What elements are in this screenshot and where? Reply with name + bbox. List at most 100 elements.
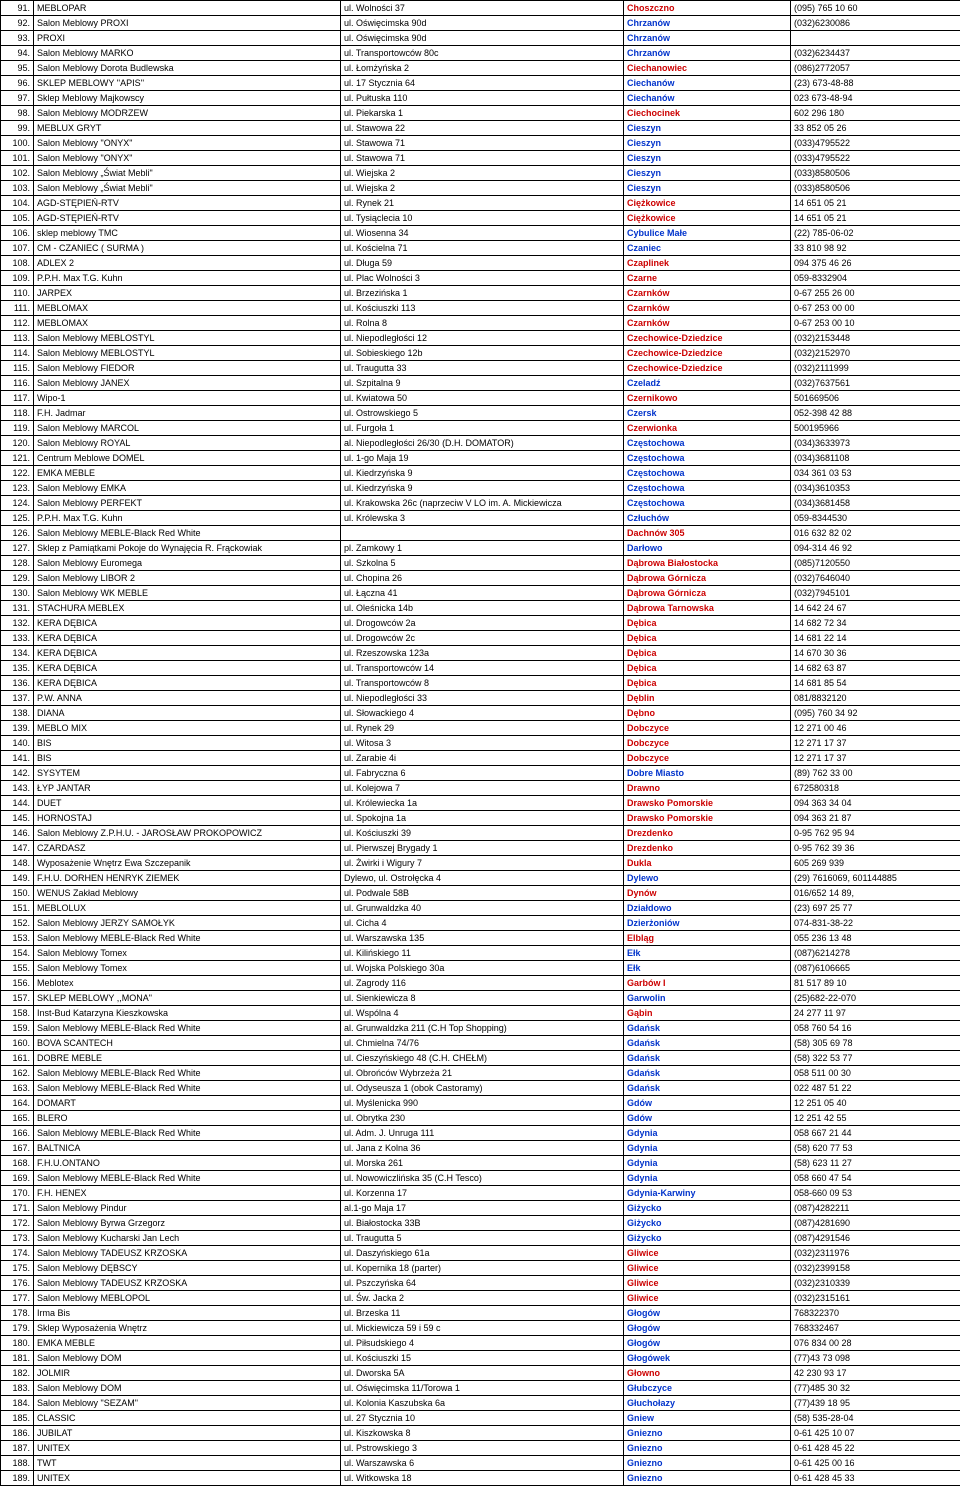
store-phone: (032)2399158 <box>791 1261 960 1276</box>
store-name: CZARDASZ <box>34 841 341 856</box>
row-number: 138. <box>1 706 34 721</box>
store-name: Sklep z Pamiątkami Pokoje do Wynajęcia R… <box>34 541 341 556</box>
store-name: CLASSIC <box>34 1411 341 1426</box>
row-number: 136. <box>1 676 34 691</box>
store-phone: 058 667 21 44 <box>791 1126 960 1141</box>
store-city: Czarne <box>624 271 791 286</box>
store-city: Czaniec <box>624 241 791 256</box>
table-row: 130.Salon Meblowy WK MEBLEul. Łączna 41D… <box>1 586 960 601</box>
store-phone: 33 810 98 92 <box>791 241 960 256</box>
table-row: 144.DUETul. Królewiecka 1aDrawsko Pomors… <box>1 796 960 811</box>
store-phone: 074-831-38-22 <box>791 916 960 931</box>
store-city: Dąbrowa Tarnowska <box>624 601 791 616</box>
table-row: 127.Sklep z Pamiątkami Pokoje do Wynajęc… <box>1 541 960 556</box>
store-name: SYSYTEM <box>34 766 341 781</box>
store-city: Gdańsk <box>624 1051 791 1066</box>
store-city: Częstochowa <box>624 436 791 451</box>
store-address: ul. Tysiąclecia 10 <box>341 211 624 226</box>
row-number: 123. <box>1 481 34 496</box>
store-city: Dębica <box>624 676 791 691</box>
store-city: Giżycko <box>624 1231 791 1246</box>
store-name: Sklep Meblowy Majkowscy <box>34 91 341 106</box>
store-address: ul. Piłsudskiego 4 <box>341 1336 624 1351</box>
store-city: Ciężkowice <box>624 211 791 226</box>
store-city: Ciężkowice <box>624 196 791 211</box>
table-row: 100.Salon Meblowy "ONYX"ul. Stawowa 71Ci… <box>1 136 960 151</box>
table-row: 92.Salon Meblowy PROXIul. Oświęcimska 90… <box>1 16 960 31</box>
table-row: 93.PROXIul. Oświęcimska 90dChrzanów <box>1 31 960 46</box>
row-number: 148. <box>1 856 34 871</box>
table-row: 184.Salon Meblowy "SEZAM"ul. Kolonia Kas… <box>1 1396 960 1411</box>
store-phone: 058-660 09 53 <box>791 1186 960 1201</box>
store-city: Gdańsk <box>624 1036 791 1051</box>
store-address: ul. Wiosenna 34 <box>341 226 624 241</box>
store-phone: 14 651 05 21 <box>791 196 960 211</box>
store-address: ul. Zarabie 4i <box>341 751 624 766</box>
store-name: Salon Meblowy "ONYX" <box>34 136 341 151</box>
row-number: 134. <box>1 646 34 661</box>
store-city: Dębica <box>624 646 791 661</box>
table-row: 124.Salon Meblowy PERFEKTul. Krakowska 2… <box>1 496 960 511</box>
store-name: Salon Meblowy "SEZAM" <box>34 1396 341 1411</box>
row-number: 105. <box>1 211 34 226</box>
table-row: 169.Salon Meblowy MEBLE-Black Red Whiteu… <box>1 1171 960 1186</box>
store-address: ul. Brzeska 11 <box>341 1306 624 1321</box>
store-address: pl. Zamkowy 1 <box>341 541 624 556</box>
row-number: 151. <box>1 901 34 916</box>
table-row: 126.Salon Meblowy MEBLE-Black Red WhiteD… <box>1 526 960 541</box>
store-phone: (087)4281690 <box>791 1216 960 1231</box>
store-address: ul. Ostrowskiego 5 <box>341 406 624 421</box>
store-city: Gdańsk <box>624 1066 791 1081</box>
store-phone: (032)2310339 <box>791 1276 960 1291</box>
store-name: Salon Meblowy Tomex <box>34 946 341 961</box>
store-city: Gdów <box>624 1111 791 1126</box>
store-address: ul. Kościuszki 39 <box>341 826 624 841</box>
store-address: ul. Sobieskiego 12b <box>341 346 624 361</box>
store-name: JARPEX <box>34 286 341 301</box>
store-phone: (034)3681108 <box>791 451 960 466</box>
store-address: ul. Odyseusza 1 (obok Castoramy) <box>341 1081 624 1096</box>
store-address: ul. Stawowa 71 <box>341 136 624 151</box>
row-number: 131. <box>1 601 34 616</box>
table-row: 131.STACHURA MEBLEXul. Oleśnicka 14bDąbr… <box>1 601 960 616</box>
store-city: Gliwice <box>624 1261 791 1276</box>
store-name: Inst-Bud Katarzyna Kieszkowska <box>34 1006 341 1021</box>
table-row: 101.Salon Meblowy "ONYX"ul. Stawowa 71Ci… <box>1 151 960 166</box>
store-name: Salon Meblowy PROXI <box>34 16 341 31</box>
store-address: ul. Białostocka 33B <box>341 1216 624 1231</box>
row-number: 132. <box>1 616 34 631</box>
table-row: 148.Wyposażenie Wnętrz Ewa Szczepanikul.… <box>1 856 960 871</box>
table-row: 174.Salon Meblowy TADEUSZ KRZOSKAul. Das… <box>1 1246 960 1261</box>
store-name: MEBLO MIX <box>34 721 341 736</box>
store-name: EMKA MEBLE <box>34 466 341 481</box>
row-number: 155. <box>1 961 34 976</box>
store-name: SKLEP MEBLOWY ,,MONA" <box>34 991 341 1006</box>
store-city: Ciechanów <box>624 76 791 91</box>
row-number: 111. <box>1 301 34 316</box>
table-row: 122.EMKA MEBLEul. Kiedrzyńska 9Częstocho… <box>1 466 960 481</box>
store-address: ul. Szpitalna 9 <box>341 376 624 391</box>
table-row: 111.MEBLOMAXul. Kościuszki 113Czarnków0-… <box>1 301 960 316</box>
store-name: Salon Meblowy MEBLOPOL <box>34 1291 341 1306</box>
store-city: Dąbrowa Górnicza <box>624 586 791 601</box>
table-row: 106.sklep meblowy TMCul. Wiosenna 34Cybu… <box>1 226 960 241</box>
table-row: 188.TWTul. Warszawska 6Gniezno0-61 425 0… <box>1 1456 960 1471</box>
store-city: Czerwionka <box>624 421 791 436</box>
row-number: 101. <box>1 151 34 166</box>
row-number: 188. <box>1 1456 34 1471</box>
store-city: Giżycko <box>624 1201 791 1216</box>
row-number: 107. <box>1 241 34 256</box>
table-row: 168.F.H.U.ONTANOul. Morska 261Gdynia(58)… <box>1 1156 960 1171</box>
row-number: 109. <box>1 271 34 286</box>
store-address: ul. Traugutta 5 <box>341 1231 624 1246</box>
row-number: 124. <box>1 496 34 511</box>
store-name: EMKA MEBLE <box>34 1336 341 1351</box>
table-row: 117.Wipo-1ul. Kwiatowa 50Czernikowo50166… <box>1 391 960 406</box>
table-row: 142.SYSYTEMul. Fabryczna 6Dobre Miasto(8… <box>1 766 960 781</box>
store-phone: 0-61 428 45 22 <box>791 1441 960 1456</box>
table-row: 147.CZARDASZul. Pierwszej Brygady 1Drezd… <box>1 841 960 856</box>
row-number: 113. <box>1 331 34 346</box>
store-phone: (032)7637561 <box>791 376 960 391</box>
store-phone: (77)43 73 098 <box>791 1351 960 1366</box>
row-number: 160. <box>1 1036 34 1051</box>
